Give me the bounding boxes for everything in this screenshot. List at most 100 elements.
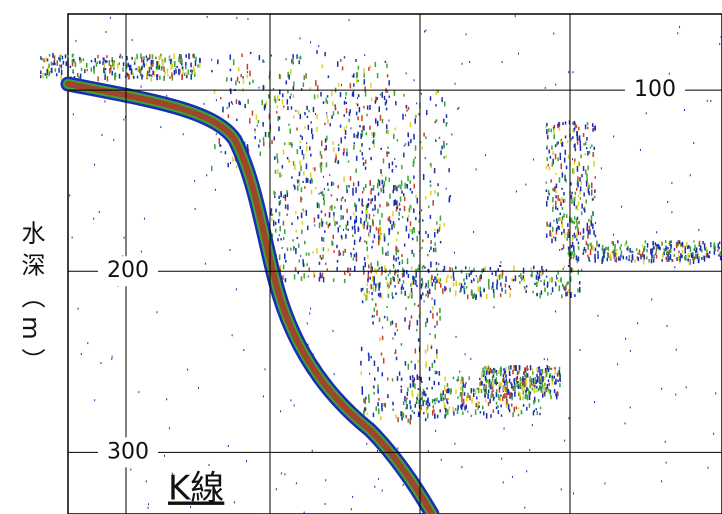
echo-dot bbox=[586, 227, 588, 232]
echo-dot bbox=[381, 248, 384, 255]
echo-dot bbox=[293, 246, 295, 249]
echo-dot bbox=[109, 67, 111, 74]
echo-dot bbox=[611, 250, 614, 254]
echo-dot bbox=[463, 285, 465, 291]
echo-dot bbox=[432, 313, 434, 319]
echo-dot bbox=[409, 188, 412, 191]
echo-dot bbox=[403, 193, 405, 197]
echo-dot bbox=[642, 259, 645, 265]
echo-dot bbox=[232, 156, 234, 162]
echo-dot bbox=[687, 258, 689, 262]
echo-dot bbox=[287, 90, 289, 94]
echo-dot bbox=[129, 65, 132, 71]
echo-dot bbox=[401, 164, 403, 170]
echo-dot bbox=[306, 105, 308, 110]
echo-dot bbox=[332, 141, 334, 145]
echo-dot bbox=[502, 396, 504, 402]
echo-dot bbox=[483, 370, 485, 376]
echo-dot bbox=[306, 145, 308, 152]
echo-dot bbox=[475, 403, 477, 408]
echo-dot bbox=[577, 182, 579, 188]
echo-dot bbox=[394, 199, 397, 206]
echo-dot bbox=[352, 192, 354, 196]
echo-dot bbox=[387, 217, 390, 222]
echo-dot bbox=[119, 53, 122, 57]
echo-dot bbox=[320, 140, 323, 147]
echo-dot bbox=[309, 312, 311, 315]
echo-dot bbox=[477, 387, 480, 394]
echo-dot bbox=[525, 390, 528, 393]
echo-dot bbox=[290, 58, 293, 64]
echo-dot bbox=[366, 113, 368, 117]
echo-dot bbox=[226, 77, 228, 82]
echo-dot bbox=[230, 88, 232, 95]
echo-dot bbox=[539, 270, 541, 274]
echo-dot bbox=[446, 143, 448, 146]
echo-dot bbox=[362, 204, 364, 207]
echo-dot bbox=[407, 215, 410, 218]
echo-dot bbox=[529, 379, 531, 383]
echo-dot bbox=[577, 176, 579, 182]
echo-dot bbox=[373, 276, 375, 282]
echo-dot bbox=[232, 59, 235, 66]
echo-dot bbox=[230, 77, 233, 82]
echo-dot bbox=[336, 198, 338, 201]
echo-dot bbox=[299, 146, 302, 150]
echo-dot bbox=[464, 353, 466, 356]
echo-dot bbox=[558, 217, 560, 222]
echo-dot bbox=[178, 56, 180, 63]
echo-dot bbox=[499, 397, 501, 402]
echo-dot bbox=[147, 70, 149, 77]
echo-dot bbox=[54, 62, 56, 66]
echo-dot bbox=[139, 68, 142, 71]
echo-dot bbox=[651, 298, 653, 301]
echo-dot bbox=[568, 249, 570, 256]
echo-dot bbox=[487, 401, 490, 407]
echo-dot bbox=[320, 218, 323, 222]
echo-dot bbox=[423, 132, 425, 137]
echo-dot bbox=[329, 174, 331, 177]
echo-dot bbox=[411, 390, 413, 396]
echo-dot bbox=[364, 261, 367, 268]
echo-dot bbox=[612, 241, 615, 246]
echo-dot bbox=[432, 200, 434, 206]
echo-dot bbox=[666, 325, 668, 328]
echo-dot bbox=[304, 126, 306, 129]
echo-dot bbox=[367, 270, 370, 274]
echo-dot bbox=[517, 380, 520, 384]
echo-dot bbox=[697, 258, 700, 264]
echo-dot bbox=[391, 378, 394, 382]
echo-dot bbox=[531, 271, 533, 278]
echo-dot bbox=[701, 249, 703, 253]
echo-dot bbox=[375, 226, 378, 231]
echo-dot bbox=[231, 102, 233, 105]
echo-dot bbox=[435, 139, 437, 142]
echo-dot bbox=[171, 63, 174, 69]
echo-dot bbox=[181, 73, 183, 80]
echo-dot bbox=[488, 371, 491, 375]
echo-dot bbox=[604, 482, 606, 485]
echo-dot bbox=[302, 263, 305, 268]
echo-dot bbox=[335, 153, 337, 157]
echo-dot bbox=[446, 398, 448, 403]
echo-dot bbox=[413, 411, 415, 415]
echo-dot bbox=[497, 268, 499, 272]
echo-dot bbox=[319, 272, 322, 279]
echo-dot bbox=[383, 233, 386, 237]
echo-dot bbox=[140, 85, 142, 88]
echo-dot bbox=[106, 60, 108, 63]
echo-dot bbox=[436, 221, 438, 225]
echo-dot bbox=[270, 211, 272, 216]
echo-dot bbox=[492, 371, 495, 374]
echo-dot bbox=[409, 383, 412, 388]
echo-dot bbox=[577, 269, 580, 275]
echo-dot bbox=[507, 381, 510, 384]
echo-dot bbox=[398, 211, 400, 216]
echo-dot bbox=[440, 458, 442, 461]
echo-dot bbox=[386, 74, 389, 78]
echo-dot bbox=[277, 238, 279, 242]
echo-dot bbox=[147, 506, 149, 509]
echo-dot bbox=[367, 198, 370, 201]
echo-dot bbox=[436, 279, 438, 284]
echo-dot bbox=[259, 151, 262, 156]
